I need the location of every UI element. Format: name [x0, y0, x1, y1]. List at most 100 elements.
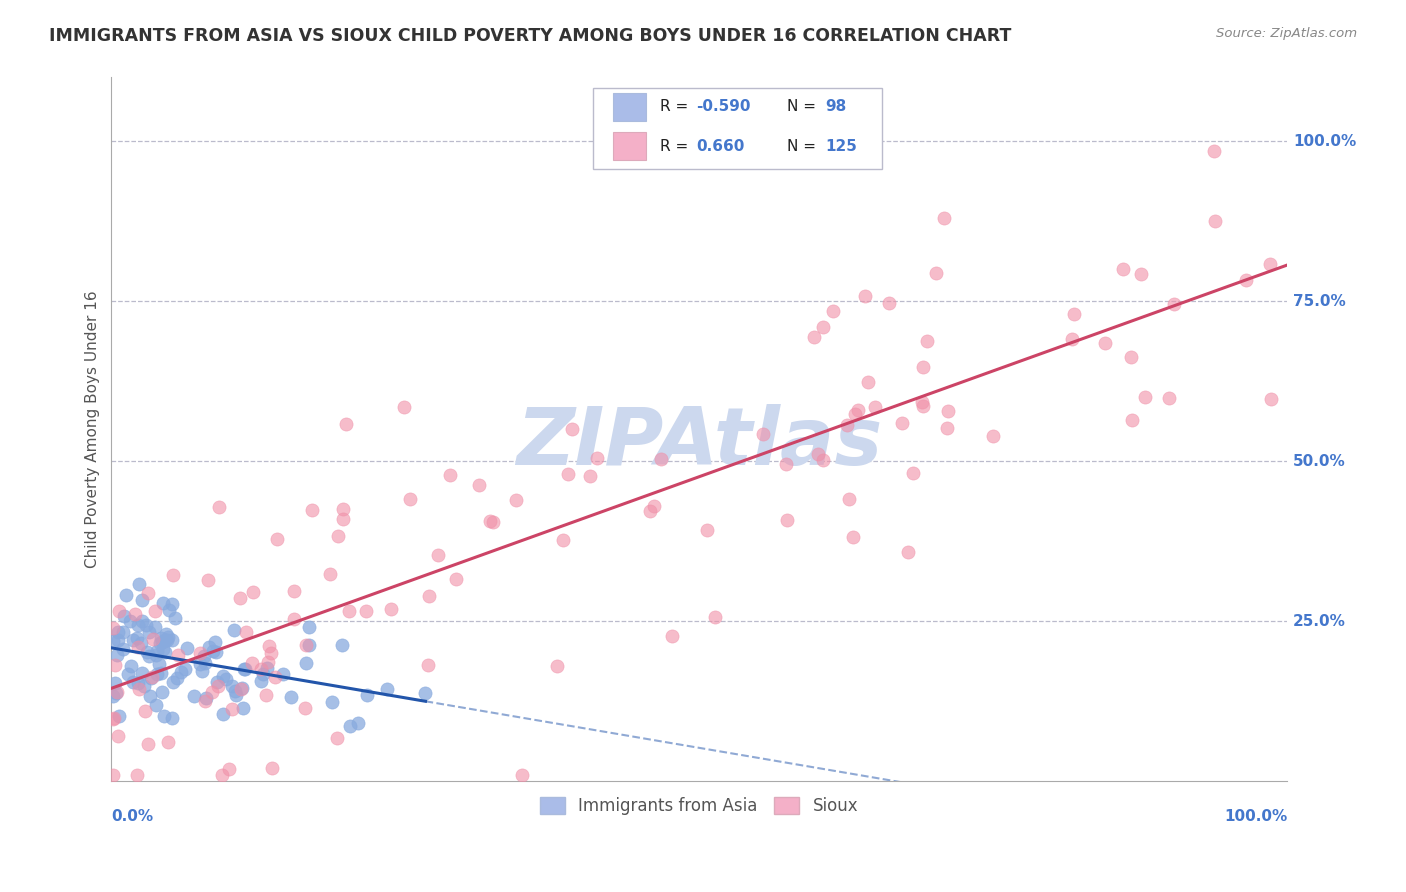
Point: [170, 665, 193, 680]
Point: [844, 407, 866, 421]
Point: [280, 690, 302, 704]
Point: [1060, 332, 1083, 346]
Point: [394, 400, 416, 414]
Point: [444, 573, 467, 587]
Point: [143, 604, 166, 618]
Point: [205, 675, 228, 690]
Point: [1202, 145, 1225, 159]
Point: [250, 674, 273, 689]
Point: [107, 730, 129, 744]
Point: [301, 503, 323, 517]
Point: [145, 648, 167, 662]
Point: [298, 620, 321, 634]
Point: [212, 706, 235, 721]
Point: [560, 422, 582, 436]
Point: [901, 466, 924, 480]
Point: [166, 671, 188, 685]
Point: [811, 453, 834, 467]
Point: [704, 610, 727, 624]
Point: [129, 636, 152, 650]
Point: [128, 682, 150, 697]
Point: [838, 491, 860, 506]
Point: [1204, 214, 1226, 228]
Text: N =: N =: [787, 99, 821, 114]
Point: [152, 596, 174, 610]
Point: [865, 400, 887, 414]
Point: [546, 658, 568, 673]
Text: Source: ZipAtlas.com: Source: ZipAtlas.com: [1216, 27, 1357, 40]
Point: [295, 656, 318, 670]
Point: [846, 402, 869, 417]
Point: [125, 767, 148, 781]
Point: [104, 658, 127, 673]
Point: [936, 421, 959, 435]
Point: [347, 716, 370, 731]
Point: [104, 686, 127, 700]
Point: [233, 662, 256, 676]
Point: [107, 625, 129, 640]
Point: [134, 704, 156, 718]
Y-axis label: Child Poverty Among Boys Under 16: Child Poverty Among Boys Under 16: [86, 291, 100, 568]
Point: [319, 566, 342, 581]
Point: [505, 493, 527, 508]
FancyBboxPatch shape: [593, 88, 882, 169]
Point: [835, 417, 858, 432]
Point: [235, 624, 257, 639]
Point: [231, 681, 253, 696]
FancyBboxPatch shape: [613, 93, 647, 120]
Point: [153, 708, 176, 723]
Point: [775, 457, 797, 471]
Point: [127, 631, 149, 645]
Point: [143, 619, 166, 633]
Point: [149, 635, 172, 649]
Point: [188, 646, 211, 660]
Point: [915, 334, 938, 348]
Point: [124, 607, 146, 622]
Point: [1129, 267, 1152, 281]
Point: [142, 632, 165, 646]
Point: [120, 614, 142, 628]
Point: [254, 688, 277, 702]
Point: [127, 640, 149, 655]
Point: [696, 523, 718, 537]
Point: [162, 711, 184, 725]
Text: 98: 98: [825, 99, 846, 114]
Point: [356, 688, 378, 702]
Point: [101, 689, 124, 703]
Point: [858, 375, 880, 389]
Point: [298, 638, 321, 652]
Point: [148, 657, 170, 671]
Point: [354, 604, 377, 618]
Point: [202, 644, 225, 658]
Point: [155, 627, 177, 641]
Text: R =: R =: [661, 139, 693, 153]
Point: [897, 544, 920, 558]
Text: 0.660: 0.660: [696, 139, 744, 153]
Text: 25.0%: 25.0%: [1294, 614, 1346, 629]
Point: [321, 695, 343, 709]
Point: [1121, 351, 1143, 365]
Point: [194, 691, 217, 706]
Text: 100.0%: 100.0%: [1294, 134, 1357, 149]
Point: [152, 641, 174, 656]
Point: [122, 674, 145, 689]
Point: [156, 633, 179, 648]
Point: [283, 584, 305, 599]
Point: [250, 662, 273, 676]
Point: [339, 718, 361, 732]
Point: [150, 635, 173, 649]
Point: [157, 630, 180, 644]
Point: [295, 638, 318, 652]
Point: [1159, 391, 1181, 405]
Point: [104, 676, 127, 690]
Point: [1094, 335, 1116, 350]
Point: [139, 672, 162, 686]
Point: [803, 330, 825, 344]
Point: [218, 762, 240, 776]
Point: [235, 662, 257, 676]
Point: [418, 589, 440, 603]
Point: [115, 588, 138, 602]
Point: [224, 684, 246, 698]
Point: [1133, 390, 1156, 404]
Point: [141, 670, 163, 684]
